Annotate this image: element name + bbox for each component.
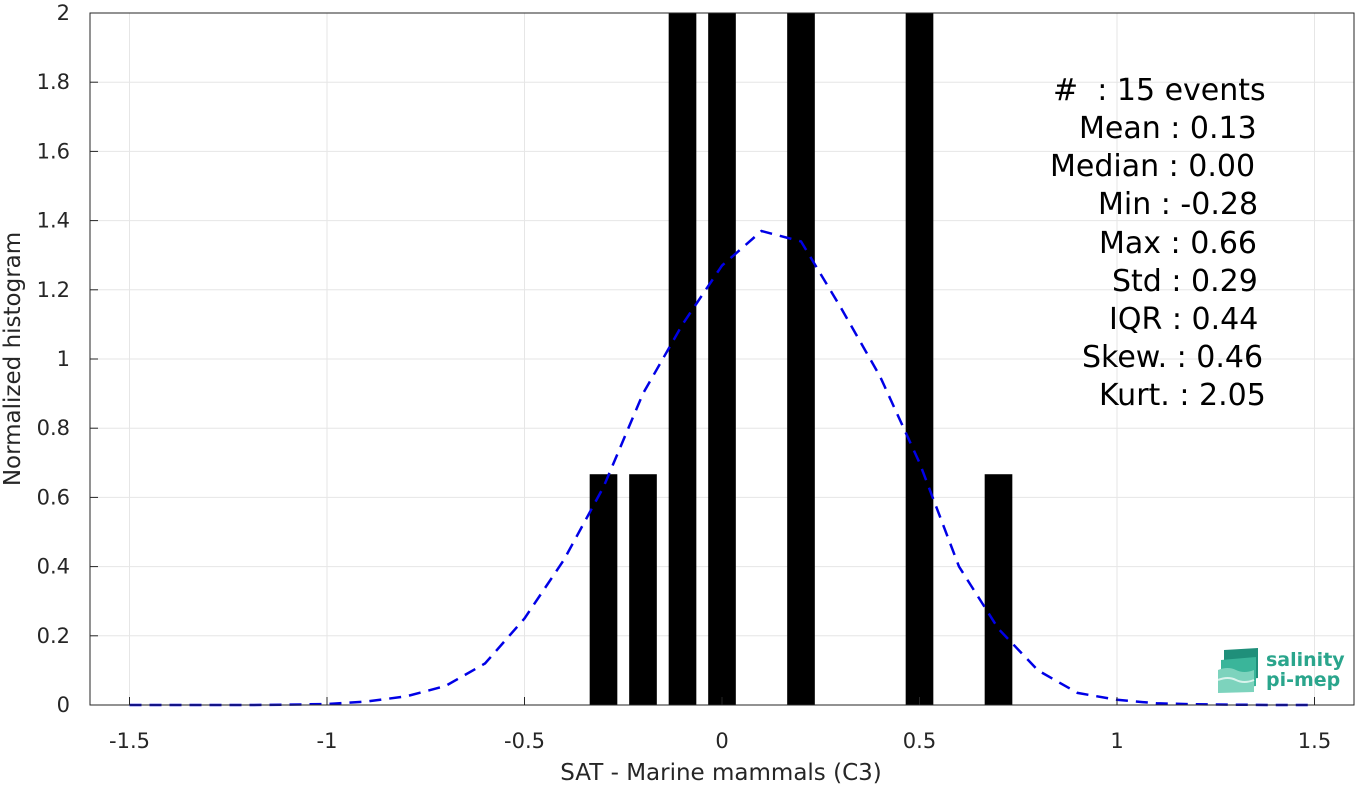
y-tick-label: 0.6 bbox=[37, 485, 70, 509]
x-tick-label: 1 bbox=[1110, 729, 1123, 753]
x-tick-label: 0 bbox=[715, 729, 728, 753]
x-tick-label: -0.5 bbox=[504, 729, 545, 753]
wave-logo-icon bbox=[1218, 648, 1258, 693]
stat-mean: Mean : 0.13 bbox=[1079, 111, 1257, 146]
x-axis-ticks: -1.5 -1 -0.5 0 0.5 1 1.5 bbox=[109, 697, 1331, 753]
logo-text-pi-mep: pi-mep bbox=[1266, 669, 1341, 691]
y-tick-label: 1.8 bbox=[37, 70, 70, 94]
y-tick-label: 1.4 bbox=[37, 209, 70, 233]
stat-median: Median : 0.00 bbox=[1050, 149, 1256, 184]
y-tick-label: 0.4 bbox=[37, 555, 70, 579]
salinity-pi-mep-logo: salinity pi-mep bbox=[1218, 646, 1348, 694]
y-tick-label: 1 bbox=[57, 347, 70, 371]
stat-kurt: Kurt. : 2.05 bbox=[1099, 378, 1266, 413]
x-tick-label: -1 bbox=[317, 729, 338, 753]
x-tick-label: 0.5 bbox=[903, 729, 936, 753]
histogram-bar bbox=[708, 13, 736, 705]
stat-skew: Skew. : 0.46 bbox=[1082, 340, 1264, 375]
stat-iqr: IQR : 0.44 bbox=[1109, 302, 1259, 337]
logo-text-salinity: salinity bbox=[1266, 649, 1345, 671]
stat-min: Min : -0.28 bbox=[1098, 187, 1259, 222]
y-tick-label: 0 bbox=[57, 693, 70, 717]
stat-std: Std : 0.29 bbox=[1112, 264, 1258, 299]
histogram-bar bbox=[905, 13, 934, 705]
y-tick-label: 0.8 bbox=[37, 416, 70, 440]
y-axis-ticks: 0 0.2 0.4 0.6 0.8 1 1.2 1.4 1.6 1.8 2 bbox=[37, 1, 98, 717]
x-tick-label: -1.5 bbox=[109, 729, 150, 753]
histogram-bar bbox=[787, 13, 815, 705]
stat-events: # : 15 events bbox=[1053, 73, 1266, 108]
y-tick-label: 2 bbox=[57, 1, 70, 25]
histogram-bar bbox=[984, 474, 1013, 705]
histogram-bar bbox=[629, 474, 657, 705]
y-tick-label: 1.2 bbox=[37, 278, 70, 302]
histogram-bar bbox=[668, 13, 697, 705]
histogram-bars bbox=[589, 13, 1013, 705]
x-tick-label: 1.5 bbox=[1298, 729, 1331, 753]
y-tick-label: 1.6 bbox=[37, 139, 70, 163]
stats-annotation: # : 15 events Mean : 0.13 Median : 0.00 … bbox=[0, 0, 1266, 413]
histogram-bar bbox=[589, 474, 618, 705]
y-axis-label: Normalized histogram bbox=[0, 232, 26, 486]
x-axis-label: SAT - Marine mammals (C3) bbox=[560, 760, 882, 785]
stat-max: Max : 0.66 bbox=[1099, 226, 1257, 261]
y-tick-label: 0.2 bbox=[37, 624, 70, 648]
